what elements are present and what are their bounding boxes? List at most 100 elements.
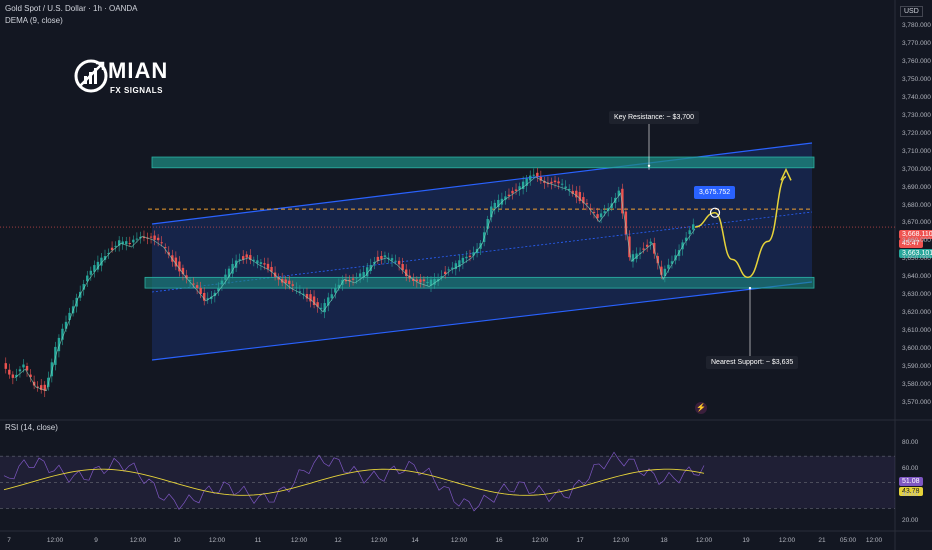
time-tick-label: 21 [818, 537, 826, 544]
candle-body [188, 280, 192, 282]
candle-body [603, 211, 606, 214]
candle-body [670, 261, 674, 264]
time-tick-label: 12:00 [778, 537, 796, 544]
candle-body [64, 321, 68, 329]
candle-body [351, 278, 355, 280]
candle-body [447, 269, 450, 271]
candle-body [206, 298, 209, 300]
candle-body [376, 256, 380, 261]
price-tick-label: 3,730.000 [902, 111, 931, 119]
price-tick-label: 3,570.000 [902, 399, 931, 407]
candle-body [440, 276, 443, 278]
candle-body [50, 362, 54, 377]
rsi-tick-label: 20.00 [902, 517, 919, 525]
candle-body [86, 275, 89, 282]
projection-path [694, 176, 787, 279]
candle-body [298, 291, 302, 293]
time-tick-label: 12:00 [612, 537, 630, 544]
candle-body [518, 186, 521, 190]
candle-body [25, 366, 29, 371]
candle-body [472, 252, 475, 256]
candle-body [43, 384, 46, 391]
time-tick-label: 11 [254, 537, 262, 544]
candle-body [167, 252, 170, 255]
candle-body [412, 278, 415, 281]
candle-body [36, 386, 39, 388]
candle-body [667, 264, 670, 269]
candle-body [387, 257, 390, 259]
candle-body [203, 292, 206, 301]
candle-body [663, 268, 667, 277]
rsi-indicator-label[interactable]: RSI (14, close) [5, 423, 58, 432]
candle-body [638, 252, 642, 254]
candle-body [688, 230, 691, 235]
candle-body [380, 255, 383, 259]
candle-body [426, 281, 429, 283]
candle-body [582, 197, 585, 204]
price-tick-label: 3,700.000 [902, 165, 931, 173]
price-tick-label: 3,690.000 [902, 183, 931, 191]
candle-body [227, 268, 231, 278]
symbol-title[interactable]: Gold Spot / U.S. Dollar · 1h · OANDA [5, 4, 138, 13]
candle-body [468, 255, 472, 257]
candle-body [532, 174, 535, 176]
channel-lower-line [151, 281, 813, 361]
candle-body [642, 248, 645, 250]
price-tick-label: 3,680.000 [902, 201, 931, 209]
channel-mid-line [151, 211, 813, 293]
candle-body [93, 265, 96, 272]
candle-body [319, 307, 323, 309]
time-tick-label: 12:00 [695, 537, 713, 544]
time-tick-label: 12:00 [290, 537, 308, 544]
candle-body [564, 186, 567, 189]
price-tick-label: 3,660.000 [902, 237, 931, 245]
time-tick-label: 16 [495, 537, 503, 544]
candle-body [135, 238, 139, 240]
support-callout: Nearest Support: ~ $3,635 [706, 356, 799, 369]
price-tick-label: 3,590.000 [902, 363, 931, 371]
candle-body [181, 267, 185, 275]
price-tick-label: 3,760.000 [902, 57, 931, 65]
candle-body [525, 178, 528, 186]
candle-body [550, 181, 553, 184]
candle-body [397, 260, 401, 265]
time-tick-label: 12:00 [208, 537, 226, 544]
candle-body [22, 364, 25, 368]
candle-body [29, 374, 32, 378]
candle-body [589, 208, 592, 210]
projection-arrowhead [780, 167, 792, 181]
candle-body [599, 213, 603, 218]
candle-body [404, 269, 408, 277]
candle-body [337, 284, 341, 289]
candle-body [160, 242, 163, 244]
candle-body [429, 279, 433, 286]
candle-body [692, 224, 695, 230]
candle-body [259, 262, 263, 265]
candle-body [291, 284, 295, 286]
candle-body [57, 337, 61, 352]
channel-upper-line [151, 142, 813, 225]
candle-body [344, 280, 348, 282]
candle-body [288, 280, 291, 285]
candle-body [305, 293, 309, 299]
candle-body [624, 211, 628, 235]
candle-body [568, 188, 571, 191]
candle-body [249, 255, 252, 260]
candle-body [490, 206, 493, 218]
dema-indicator-label[interactable]: DEMA (9, close) [5, 16, 63, 25]
candle-body [68, 312, 71, 320]
candle-body [266, 263, 270, 269]
time-tick-label: 12:00 [46, 537, 64, 544]
candle-body [142, 236, 146, 239]
candle-body [575, 190, 578, 198]
candle-body [433, 279, 436, 285]
currency-button[interactable]: USD [900, 6, 923, 17]
flash-alert-icon[interactable]: ⚡ [695, 402, 707, 414]
candle-body [323, 303, 326, 313]
candle-body [224, 274, 227, 280]
candle-body [89, 270, 93, 275]
candle-body [82, 284, 85, 290]
rsi-tick-label: 60.00 [902, 465, 919, 473]
candle-body [330, 294, 333, 299]
